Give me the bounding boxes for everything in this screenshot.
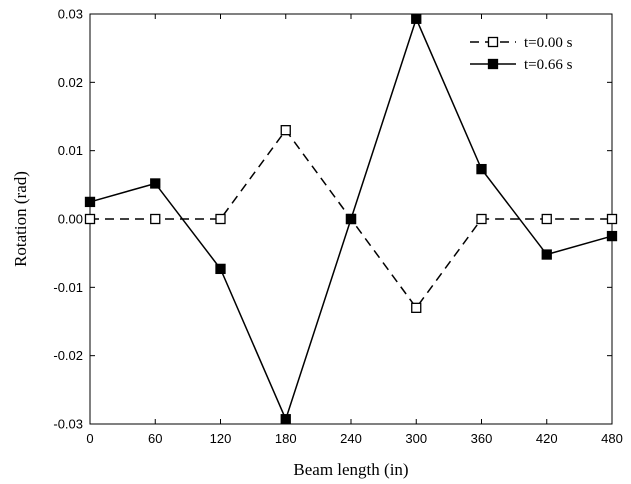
series-1-point	[150, 213, 161, 225]
series-1-point	[84, 213, 96, 225]
series-1-point	[606, 213, 618, 225]
series-2-point	[411, 13, 422, 24]
series-1-point	[541, 213, 552, 225]
series-1-point	[476, 213, 487, 225]
series-1-point	[215, 213, 226, 225]
y-axis-title: Rotation (rad)	[11, 171, 30, 267]
series-2-point	[150, 178, 161, 189]
x-tick-label: 420	[536, 431, 558, 446]
legend-label-2: t=0.66 s	[524, 57, 573, 73]
series-2-point	[606, 230, 618, 242]
legend-marker-1	[487, 36, 499, 48]
series-2-point	[84, 196, 96, 208]
x-tick-label: 60	[148, 431, 162, 446]
x-tick-label: 480	[601, 431, 623, 446]
y-tick-label: -0.02	[53, 348, 83, 363]
series-2-point	[476, 163, 487, 175]
x-tick-label: 120	[210, 431, 232, 446]
y-tick-label: 0.03	[58, 7, 83, 22]
y-tick-label: 0.01	[58, 143, 83, 158]
y-tick-label: 0.02	[58, 75, 83, 90]
y-tick-label: -0.01	[53, 280, 83, 295]
series-2-point	[345, 213, 357, 225]
x-axis-title: Beam length (in)	[293, 460, 408, 479]
x-tick-label: 300	[405, 431, 427, 446]
legend-label-1: t=0.00 s	[524, 35, 573, 51]
x-tick-label: 180	[275, 431, 297, 446]
legend: t=0.00 s t=0.66 s	[470, 35, 573, 73]
series-2-point	[280, 414, 291, 425]
series-1-point	[411, 302, 422, 313]
series-1-point	[280, 125, 291, 136]
series-2-point	[541, 249, 552, 260]
x-axis-ticks: 0 60 120 180 240 300 360 420 480	[86, 14, 623, 446]
y-tick-label: -0.03	[53, 417, 83, 432]
y-axis-ticks: -0.03 -0.02 -0.01 0.00 0.01 0.02 0.03	[53, 7, 612, 432]
series-2-point	[215, 263, 226, 275]
x-tick-label: 240	[340, 431, 362, 446]
legend-marker-2	[487, 58, 499, 70]
series-layer	[84, 13, 618, 425]
x-tick-label: 0	[86, 431, 93, 446]
y-tick-label: 0.00	[58, 212, 83, 227]
x-tick-label: 360	[471, 431, 493, 446]
